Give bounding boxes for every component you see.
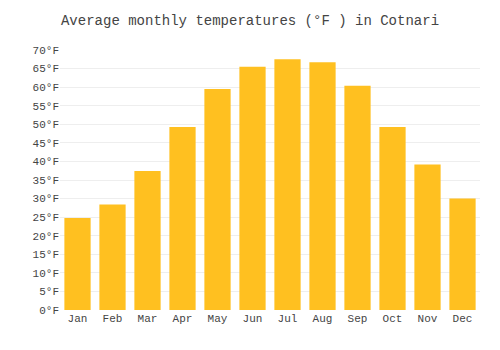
svg-text:Jan: Jan (68, 313, 88, 325)
svg-text:Jul: Jul (278, 313, 298, 325)
svg-text:Mar: Mar (138, 313, 158, 325)
svg-text:Dec: Dec (453, 313, 473, 325)
svg-text:15°F: 15°F (33, 249, 59, 261)
svg-text:40°F: 40°F (33, 156, 59, 168)
svg-text:60°F: 60°F (33, 82, 59, 94)
svg-text:Oct: Oct (383, 313, 403, 325)
svg-text:30°F: 30°F (33, 193, 59, 205)
svg-text:5°F: 5°F (39, 286, 59, 298)
svg-text:Feb: Feb (103, 313, 123, 325)
svg-text:Average monthly temperatures (: Average monthly temperatures (°F ) in Co… (61, 13, 439, 29)
svg-text:May: May (208, 313, 228, 325)
svg-text:10°F: 10°F (33, 268, 59, 280)
svg-text:20°F: 20°F (33, 231, 59, 243)
svg-text:70°F: 70°F (33, 45, 59, 57)
svg-text:Apr: Apr (173, 313, 193, 325)
svg-text:Jun: Jun (243, 313, 263, 325)
svg-text:Sep: Sep (348, 313, 368, 325)
svg-text:35°F: 35°F (33, 175, 59, 187)
svg-text:50°F: 50°F (33, 119, 59, 131)
svg-text:65°F: 65°F (33, 63, 59, 75)
svg-text:45°F: 45°F (33, 138, 59, 150)
svg-text:25°F: 25°F (33, 212, 59, 224)
svg-text:55°F: 55°F (33, 101, 59, 113)
svg-text:Nov: Nov (418, 313, 438, 325)
svg-text:0°F: 0°F (39, 305, 59, 317)
svg-text:Aug: Aug (313, 313, 333, 325)
